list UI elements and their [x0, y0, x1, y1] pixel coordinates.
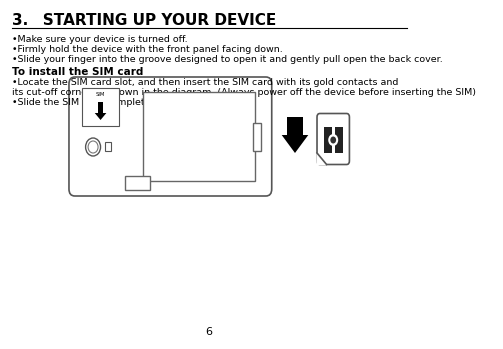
Text: •Firmly hold the device with the front panel facing down.: •Firmly hold the device with the front p… — [12, 45, 282, 54]
Polygon shape — [282, 135, 308, 153]
Text: •Make sure your device is turned off.: •Make sure your device is turned off. — [12, 35, 187, 44]
Text: its cut-off corner as shown in the diagram. (Always power off the device before : its cut-off corner as shown in the diagr… — [12, 88, 476, 97]
FancyBboxPatch shape — [69, 77, 272, 196]
Bar — [82, 88, 119, 126]
Bar — [324, 127, 332, 153]
FancyBboxPatch shape — [317, 113, 350, 164]
Circle shape — [88, 141, 98, 153]
Text: STARTING UP YOUR DEVICE: STARTING UP YOUR DEVICE — [27, 13, 276, 28]
Circle shape — [86, 138, 101, 156]
Text: 6: 6 — [205, 327, 212, 337]
Text: •Slide the SIM card completely into the slot.: •Slide the SIM card completely into the … — [12, 98, 221, 107]
Bar — [125, 176, 149, 190]
Circle shape — [328, 134, 338, 146]
Bar — [254, 123, 261, 151]
Bar — [335, 127, 343, 153]
Polygon shape — [317, 153, 326, 164]
Polygon shape — [95, 113, 106, 120]
Circle shape — [330, 136, 336, 143]
Text: SIM: SIM — [96, 92, 105, 97]
Text: •Slide your finger into the groove designed to open it and gently pull open the : •Slide your finger into the groove desig… — [12, 55, 442, 64]
Bar — [143, 92, 255, 181]
Bar — [105, 142, 111, 151]
Text: 3.: 3. — [12, 13, 28, 28]
Text: •Locate the SIM card slot, and then insert the SIM card with its gold contacts a: •Locate the SIM card slot, and then inse… — [12, 78, 398, 87]
Bar — [98, 102, 103, 113]
Bar — [287, 117, 303, 135]
Text: To install the SIM card: To install the SIM card — [12, 67, 143, 77]
